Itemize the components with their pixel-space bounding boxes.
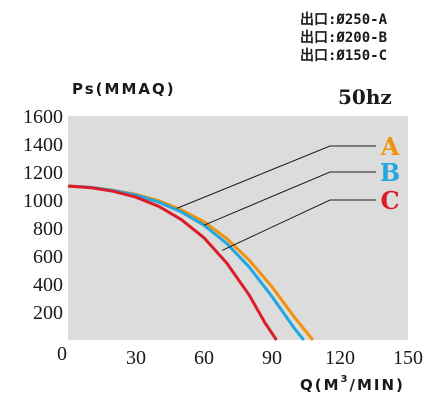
curve-labels: ABC [176, 132, 400, 251]
curve-label-b: B [380, 158, 400, 187]
curves [67, 184, 314, 341]
y-axis-title: Ps(MMAQ) [72, 80, 176, 98]
x-axis-title-main: Q(M [300, 376, 341, 394]
curve-label-c: C [380, 186, 399, 215]
x-axis-title-superscript: 3 [341, 374, 350, 385]
x-tick-label: 30 [126, 347, 146, 369]
y-tick-label: 1600 [23, 106, 63, 128]
leader-line-c [221, 199, 376, 251]
x-tick-label: 120 [325, 347, 355, 369]
x-axis-title-end: /MIN) [350, 376, 405, 394]
outlet-legend-line-a: 出口:Ø250-A [300, 11, 388, 28]
y-axis-ticks: 200 400 600 800 1000 1200 1400 1600 [23, 106, 63, 324]
x-tick-label: 90 [262, 347, 282, 369]
y-tick-label: 1400 [23, 134, 63, 156]
y-tick-label: 200 [33, 302, 63, 324]
x-tick-label: 0 [57, 343, 67, 365]
x-tick-label: 150 [393, 347, 423, 369]
frequency-label: 50hz [338, 85, 392, 109]
x-axis-title: Q(M3/MIN) [300, 374, 405, 394]
x-tick-label: 60 [194, 347, 214, 369]
y-tick-label: 400 [33, 274, 63, 296]
y-tick-label: 1000 [23, 190, 63, 212]
outlet-legend: 出口:Ø250-A 出口:Ø200-B 出口:Ø150-C [300, 11, 388, 64]
y-tick-label: 1200 [23, 162, 63, 184]
curve-c [67, 184, 278, 341]
curve-label-a: A [380, 132, 400, 161]
y-tick-label: 600 [33, 246, 63, 268]
outlet-legend-line-c: 出口:Ø150-C [300, 47, 387, 64]
leader-line-b [203, 171, 376, 226]
leader-line-a [176, 145, 376, 209]
outlet-legend-line-b: 出口:Ø200-B [300, 29, 387, 46]
x-axis-ticks: 0 30 60 90 120 150 [57, 343, 423, 369]
plot-area [68, 116, 408, 340]
y-tick-label: 800 [33, 218, 63, 240]
